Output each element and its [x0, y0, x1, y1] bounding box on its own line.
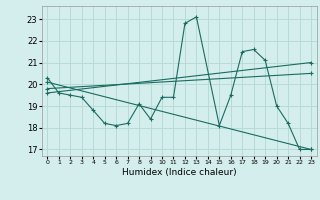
X-axis label: Humidex (Indice chaleur): Humidex (Indice chaleur) [122, 168, 236, 177]
